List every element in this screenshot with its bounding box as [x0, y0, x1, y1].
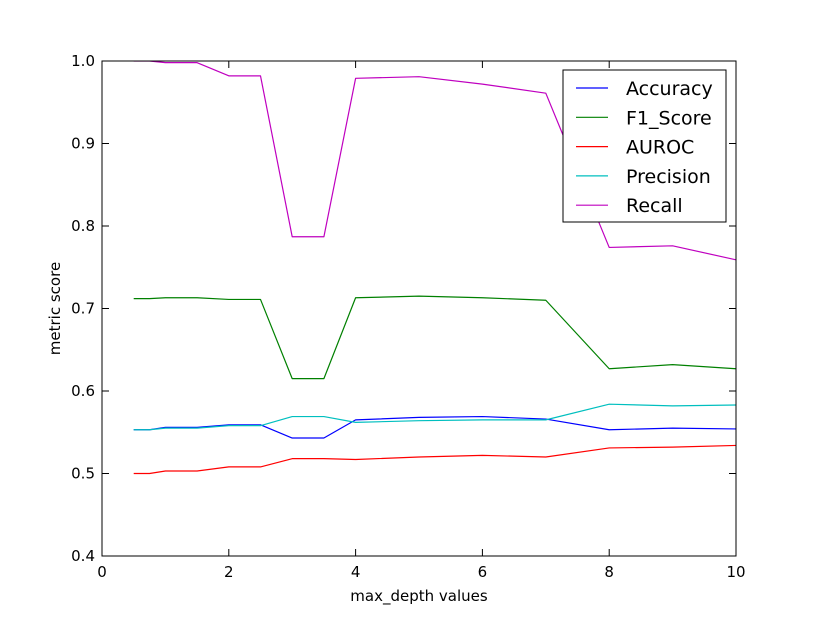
legend-label-accuracy: Accuracy	[626, 78, 713, 100]
legend-label-f1-score: F1_Score	[626, 107, 712, 129]
x-tick-label: 6	[478, 563, 488, 581]
legend-label-precision: Precision	[626, 166, 711, 188]
series-line-precision	[133, 403, 736, 431]
legend: Accuracy F1_Score AUROC Precision Recall	[562, 69, 727, 223]
y-tick-label: 1.0	[71, 52, 95, 70]
series-line-accuracy	[133, 415, 736, 439]
series-line-f1-score	[133, 295, 736, 380]
y-tick-label: 0.5	[71, 465, 95, 483]
y-tick-label: 0.4	[71, 547, 95, 565]
y-tick-label: 0.9	[71, 135, 95, 153]
y-tick-label: 0.6	[71, 382, 95, 400]
y-tick-label: 0.7	[71, 300, 95, 318]
y-tick-label: 0.8	[71, 217, 95, 235]
x-tick-label: 2	[224, 563, 234, 581]
x-tick-label: 0	[97, 563, 107, 581]
legend-label-recall: Recall	[626, 195, 683, 217]
x-tick-label: 4	[351, 563, 361, 581]
x-axis-label: max_depth values	[350, 587, 488, 606]
ticks-layer: 0 2 4 6 8 10 0.4 0.5 0.6 0.7 0.8 0.9 1.0	[71, 52, 745, 581]
legend-label-auroc: AUROC	[626, 137, 694, 159]
legend-items: Accuracy F1_Score AUROC Precision Recall	[576, 78, 713, 217]
x-tick-label: 8	[604, 563, 614, 581]
series-line-auroc	[133, 444, 736, 475]
y-axis-label: metric score	[46, 262, 64, 355]
x-tick-label: 10	[726, 563, 745, 581]
